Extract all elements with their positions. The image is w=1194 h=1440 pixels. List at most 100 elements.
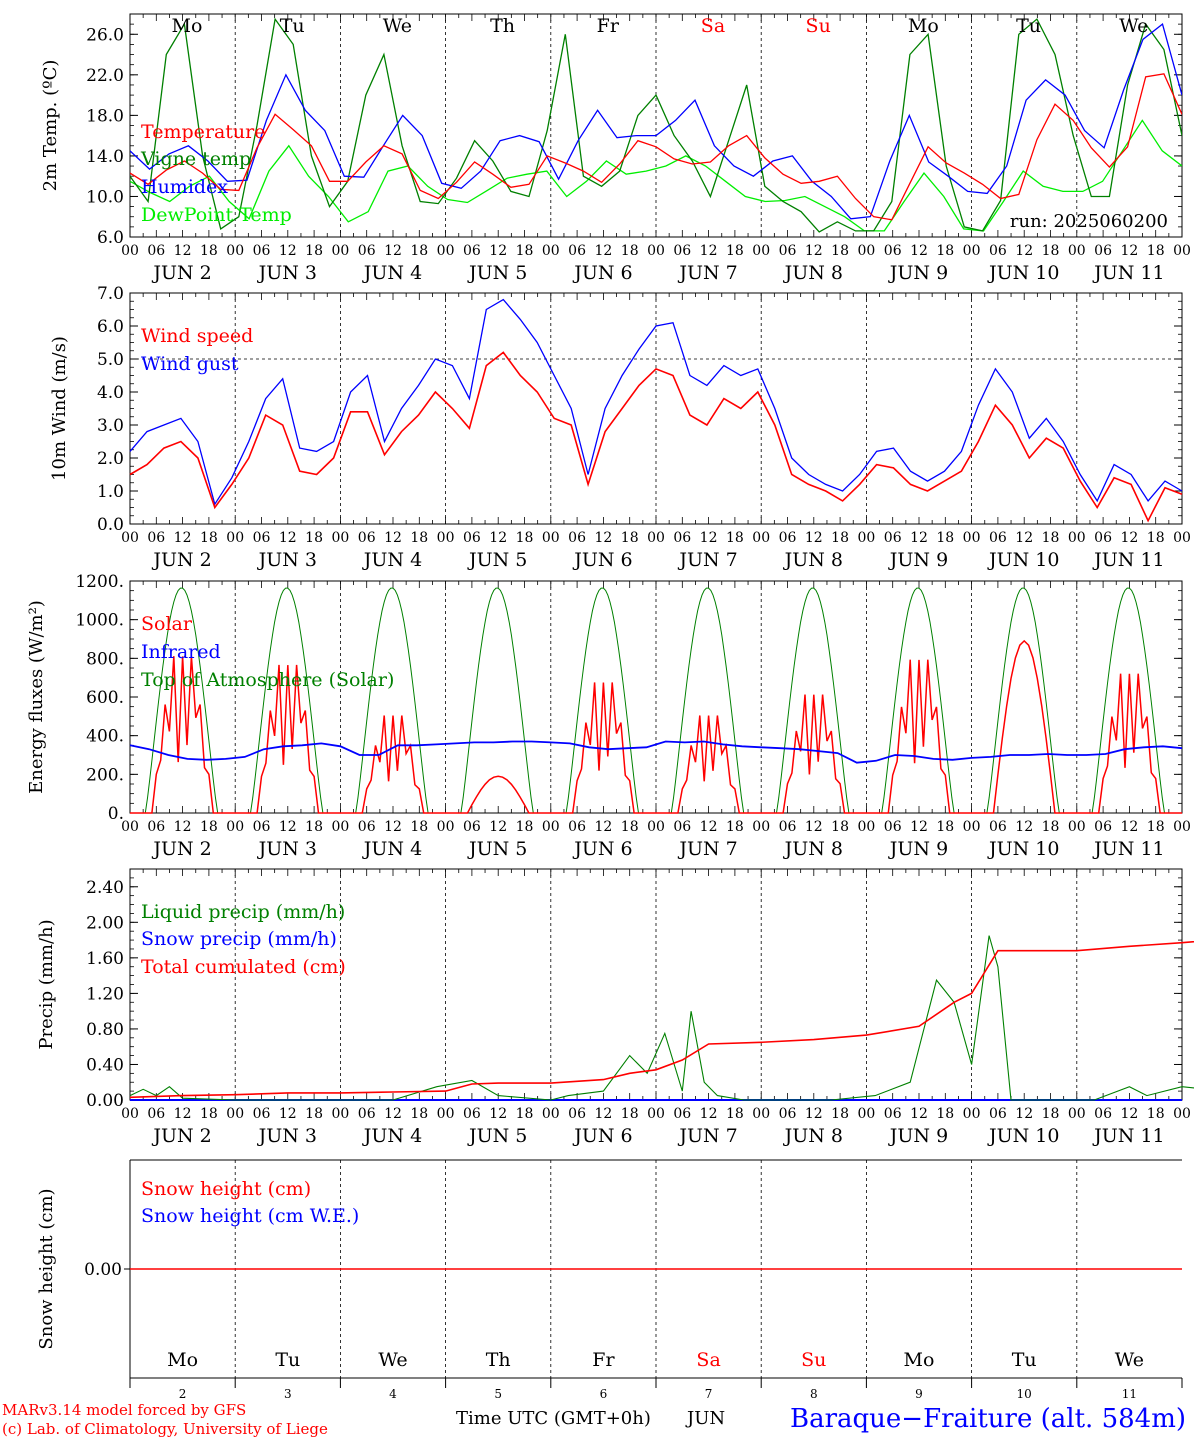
date-label: JUN 11 — [1092, 838, 1164, 860]
hour-tick-label: 18 — [200, 819, 218, 835]
y-tick-label: 2.0 — [97, 449, 124, 469]
hour-tick-label: 18 — [410, 243, 428, 259]
hour-tick-label: 06 — [463, 243, 481, 259]
hour-tick-label: 06 — [779, 530, 797, 546]
hour-tick-label: 18 — [936, 530, 954, 546]
panel-snow: 0.00 Snow height (cm) Snow height (cm) Snow… — [36, 1159, 1183, 1401]
weekday-label: Su — [801, 1349, 826, 1371]
hour-tick-label: 12 — [174, 243, 192, 259]
hour-tick-label: 06 — [358, 1106, 376, 1122]
day-number-label: 8 — [810, 1387, 818, 1401]
day-number-label: 6 — [600, 1387, 608, 1401]
hour-tick-label: 18 — [410, 1106, 428, 1122]
date-label: JUN 9 — [888, 262, 948, 284]
hour-tick-label: 00 — [331, 243, 349, 259]
hour-tick-label: 06 — [673, 819, 691, 835]
hour-tick-label: 00 — [121, 243, 139, 259]
legend-entry: Infrared — [141, 641, 221, 663]
hour-tick-label: 06 — [463, 1106, 481, 1122]
legend-entry: Wind speed — [141, 325, 253, 347]
run-annotation: run: 2025060200 — [1010, 211, 1168, 232]
hour-tick-label: 18 — [305, 530, 323, 546]
time-axis-label: Time UTC (GMT+0h) — [456, 1408, 651, 1429]
hour-tick-label: 00 — [1068, 243, 1086, 259]
y-tick-label: 6.0 — [97, 228, 124, 248]
hour-tick-label: 00 — [437, 1106, 455, 1122]
hour-tick-label: 12 — [1120, 243, 1138, 259]
date-label: JUN 2 — [151, 262, 211, 284]
y-tick-label: 1200. — [75, 572, 124, 592]
date-label: JUN 5 — [467, 1125, 527, 1147]
y-tick-label: 0.00 — [84, 1260, 122, 1280]
hour-tick-label: 06 — [358, 243, 376, 259]
hour-tick-label: 12 — [700, 243, 718, 259]
panel-precip: Precip (mm/h) 0.00 0.40 0.80 1.20 1.60 2.00 2.4… — [36, 868, 1194, 1147]
y-tick-label: 10.0 — [86, 187, 124, 207]
weekday-label: Mo — [904, 1349, 935, 1371]
hour-tick-label: 18 — [1042, 1106, 1060, 1122]
legend-entry: Total cumulated (cm) — [141, 956, 346, 978]
date-label: JUN 4 — [362, 1125, 422, 1147]
y-tick-label: 1.20 — [86, 984, 124, 1004]
hour-tick-label: 00 — [752, 819, 770, 835]
footer: MARv3.14 model forced by GFS(c) Lab. of … — [2, 1401, 1186, 1438]
series-line — [129, 298, 1183, 506]
hour-tick-label: 00 — [752, 243, 770, 259]
weekday-label: Tu — [280, 15, 305, 37]
hour-tick-label: 06 — [989, 819, 1007, 835]
hour-tick-label: 00 — [121, 1106, 139, 1122]
hour-tick-label: 06 — [568, 1106, 586, 1122]
date-label: JUN 10 — [987, 262, 1059, 284]
date-label: JUN 8 — [783, 1125, 843, 1147]
legend-entry: Wind gust — [141, 353, 239, 375]
hour-tick-label: 00 — [331, 819, 349, 835]
legend-entry: Snow height (cm) — [141, 1178, 311, 1200]
date-label: JUN 5 — [467, 262, 527, 284]
hour-tick-label: 00 — [437, 530, 455, 546]
y-axis-label: Energy fluxes (W/m²) — [26, 600, 47, 794]
y-tick-label: 600. — [86, 688, 124, 708]
hour-tick-label: 12 — [910, 243, 928, 259]
y-tick-label: 2.40 — [86, 878, 124, 898]
date-label: JUN 2 — [151, 549, 211, 571]
panel-wind: 10m Wind (m/s) 0.0 1.0 2.0 3.0 4.0 5.0 6.0 7.0 00… — [49, 284, 1191, 571]
hour-tick-label: 12 — [384, 819, 402, 835]
date-label: JUN 7 — [677, 838, 737, 860]
hour-tick-label: 00 — [752, 1106, 770, 1122]
hour-tick-label: 06 — [253, 1106, 271, 1122]
date-label: JUN 5 — [467, 838, 527, 860]
hour-tick-label: 00 — [1173, 530, 1191, 546]
legend-entry: Snow height (cm W.E.) — [141, 1205, 359, 1227]
hour-tick-label: 18 — [305, 1106, 323, 1122]
y-tick-label: 0.00 — [86, 1091, 124, 1111]
weekday-label: Th — [486, 1349, 511, 1371]
hour-tick-label: 06 — [568, 819, 586, 835]
hour-tick-label: 18 — [410, 819, 428, 835]
weekday-label: Sa — [696, 1349, 720, 1371]
hour-tick-label: 00 — [647, 243, 665, 259]
hour-tick-label: 12 — [384, 1106, 402, 1122]
date-label: JUN 8 — [783, 262, 843, 284]
series-line — [130, 17, 1182, 233]
day-number-label: 9 — [915, 1387, 923, 1401]
hour-tick-label: 06 — [253, 819, 271, 835]
series-line — [129, 940, 1194, 1099]
day-number-label: 2 — [179, 1387, 187, 1401]
y-tick-label: 6.0 — [97, 317, 124, 337]
y-tick-label: 400. — [86, 727, 124, 747]
date-label: JUN 2 — [151, 1125, 211, 1147]
hour-tick-label: 18 — [516, 819, 534, 835]
day-number-label: 10 — [1017, 1387, 1032, 1401]
hour-tick-label: 00 — [542, 1106, 560, 1122]
hour-tick-label: 00 — [963, 530, 981, 546]
hour-tick-label: 12 — [700, 1106, 718, 1122]
y-tick-label: 5.0 — [97, 350, 124, 370]
hour-tick-label: 18 — [726, 1106, 744, 1122]
hour-tick-label: 18 — [1042, 530, 1060, 546]
y-tick-label: 200. — [86, 765, 124, 785]
hour-tick-label: 18 — [200, 1106, 218, 1122]
hour-tick-label: 18 — [621, 819, 639, 835]
y-tick-label: 0.40 — [86, 1055, 124, 1075]
hour-tick-label: 12 — [174, 1106, 192, 1122]
